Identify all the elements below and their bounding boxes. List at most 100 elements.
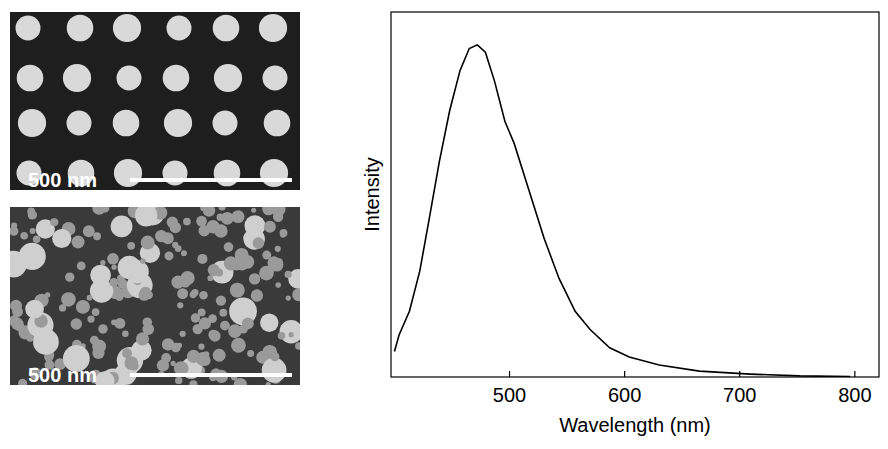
x-tick — [854, 371, 855, 377]
particle — [114, 159, 142, 187]
particle — [113, 14, 141, 42]
particle — [224, 242, 234, 252]
particle — [247, 350, 254, 357]
sem-image — [10, 12, 300, 190]
particle — [191, 289, 198, 296]
particle — [198, 344, 204, 350]
particle — [52, 229, 71, 248]
particle — [139, 289, 150, 300]
scale-bar-label: 500 nm — [28, 364, 97, 386]
particle — [124, 356, 138, 370]
particle — [271, 259, 284, 272]
particle — [214, 160, 241, 187]
particle — [50, 218, 58, 226]
particle — [87, 295, 93, 301]
particle — [100, 260, 105, 265]
particle — [199, 317, 211, 329]
particle — [118, 256, 141, 279]
particle — [157, 359, 169, 371]
particle — [243, 228, 264, 249]
particle — [162, 338, 174, 350]
particle — [143, 317, 153, 327]
particle — [175, 377, 182, 384]
particle — [176, 343, 182, 349]
figure: 500 nm500 nm500600700800Wavelength (nm)I… — [0, 0, 888, 449]
particle — [198, 225, 209, 236]
particle — [172, 242, 178, 248]
particle — [67, 111, 92, 136]
particle — [12, 306, 23, 317]
particle — [20, 232, 28, 240]
particle — [280, 229, 288, 237]
particle — [67, 15, 94, 42]
particle — [263, 66, 288, 91]
particle — [26, 334, 33, 341]
particle — [59, 304, 66, 311]
x-axis-title: Wavelength (nm) — [559, 414, 711, 436]
particle — [18, 379, 27, 385]
particle — [189, 380, 197, 385]
particle — [111, 216, 133, 238]
particle — [262, 207, 275, 215]
y-axis-title: Intensity — [361, 157, 383, 231]
particle — [27, 208, 35, 216]
x-tick — [739, 371, 740, 377]
particle — [253, 237, 265, 249]
particle — [122, 331, 129, 338]
particle — [127, 242, 135, 250]
particle — [65, 273, 74, 282]
particle — [33, 329, 59, 355]
scale-bar-label: 500 nm — [28, 169, 97, 191]
particle — [199, 291, 208, 300]
particle — [162, 232, 174, 244]
particle — [72, 236, 85, 249]
particle — [231, 338, 246, 353]
particle — [213, 349, 226, 362]
particle — [170, 222, 181, 233]
particle — [63, 64, 91, 92]
particle — [196, 352, 210, 366]
particle — [177, 288, 188, 299]
particle — [264, 110, 291, 137]
particle — [260, 159, 288, 187]
particle — [177, 302, 183, 308]
particle — [98, 324, 107, 333]
particle — [93, 232, 101, 240]
particle — [228, 324, 242, 338]
particle — [164, 109, 192, 137]
particle — [51, 219, 58, 226]
particle — [114, 318, 125, 329]
x-tick — [509, 371, 510, 377]
spectrum-line — [394, 45, 850, 377]
x-tick-label: 500 — [493, 384, 526, 406]
image-background — [10, 12, 300, 190]
particle — [109, 278, 118, 287]
particle — [130, 362, 139, 371]
particle — [163, 65, 190, 92]
particle — [214, 224, 227, 237]
particle — [259, 14, 287, 42]
particle — [216, 295, 226, 305]
particle — [107, 253, 119, 265]
scale-bar — [130, 178, 292, 182]
particle — [230, 283, 245, 298]
particle — [136, 332, 149, 345]
particle — [203, 207, 215, 217]
particle — [295, 342, 300, 350]
particle — [16, 16, 41, 41]
particle — [117, 347, 143, 373]
plot-frame — [391, 12, 879, 377]
particle — [264, 221, 276, 233]
particle — [242, 317, 254, 329]
x-tick-label: 600 — [608, 384, 641, 406]
particle — [275, 246, 281, 252]
particle — [167, 16, 192, 41]
particle — [25, 300, 44, 319]
particle — [30, 228, 36, 234]
particle — [213, 111, 238, 136]
particle — [249, 273, 260, 284]
particle — [275, 282, 281, 288]
particle — [251, 289, 263, 301]
particle — [181, 250, 187, 256]
particle — [273, 212, 283, 222]
